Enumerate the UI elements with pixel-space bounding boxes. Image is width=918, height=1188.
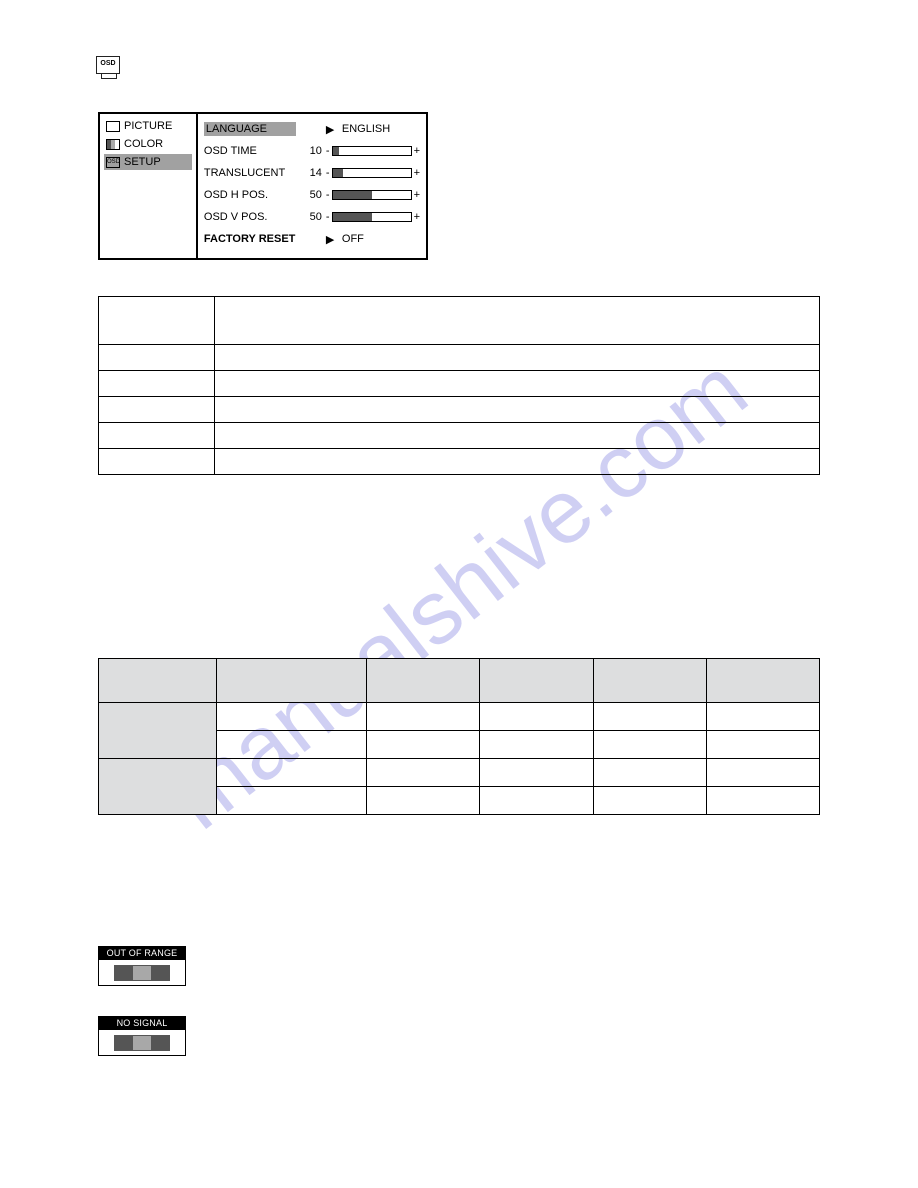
osd-left-label: PICTURE [124,120,172,132]
table-row [99,449,820,475]
status-box-body [98,960,186,986]
settings-table [98,296,820,475]
status-box-body [98,1030,186,1056]
table-row [99,345,820,371]
osd-menu-right-list: LANGUAGE ▶ ENGLISH OSD TIME 10 -+ TRANSL… [198,114,426,258]
osd-row-value: ENGLISH [342,123,390,135]
osd-slider[interactable]: -+ [326,145,420,157]
modes-table [98,658,820,815]
table-row [99,397,820,423]
osd-slider[interactable]: -+ [326,189,420,201]
osd-row-label: OSD H POS. [204,189,296,201]
osd-left-label: COLOR [124,138,163,150]
table-row [99,297,820,345]
setup-icon: OSD [106,157,120,168]
table-row [99,759,820,787]
osd-row-label: TRANSLUCENT [204,167,296,179]
status-box-title: NO SIGNAL [98,1016,186,1030]
picture-icon [106,121,120,132]
osd-left-item-picture[interactable]: PICTURE [104,118,192,134]
status-box-title: OUT OF RANGE [98,946,186,960]
osd-row-label: LANGUAGE [204,122,296,136]
osd-row-value: 50 [300,211,322,223]
status-box-no-signal: NO SIGNAL [98,1016,186,1056]
osd-row-value: 14 [300,167,322,179]
osd-row-translucent[interactable]: TRANSLUCENT 14 -+ [204,162,420,184]
osd-row-value: 10 [300,145,322,157]
table-row [99,703,820,731]
osd-icon: OSD [96,56,120,74]
osd-menu-left-list: PICTURE COLOR OSD SETUP [100,114,198,258]
osd-row-value: 50 [300,189,322,201]
status-box-out-of-range: OUT OF RANGE [98,946,186,986]
color-bars-icon [114,965,170,981]
color-icon [106,139,120,150]
triangle-right-icon: ▶ [326,123,338,136]
osd-row-label: FACTORY RESET [204,233,296,245]
osd-row-osd-time[interactable]: OSD TIME 10 -+ [204,140,420,162]
osd-left-label: SETUP [124,156,161,168]
osd-slider[interactable]: -+ [326,167,420,179]
table-row [99,371,820,397]
osd-row-osd-v-pos[interactable]: OSD V POS. 50 -+ [204,206,420,228]
triangle-right-icon: ▶ [326,233,338,246]
osd-row-value: OFF [342,233,364,245]
osd-row-language[interactable]: LANGUAGE ▶ ENGLISH [204,118,420,140]
osd-slider[interactable]: -+ [326,211,420,223]
osd-row-osd-h-pos[interactable]: OSD H POS. 50 -+ [204,184,420,206]
table-header-row [99,659,820,703]
osd-row-factory-reset[interactable]: FACTORY RESET ▶ OFF [204,228,420,250]
osd-row-label: OSD V POS. [204,211,296,223]
osd-left-item-setup[interactable]: OSD SETUP [104,154,192,170]
osd-row-label: OSD TIME [204,145,296,157]
color-bars-icon [114,1035,170,1051]
osd-left-item-color[interactable]: COLOR [104,136,192,152]
table-row [99,423,820,449]
osd-menu-panel: PICTURE COLOR OSD SETUP LANGUAGE ▶ ENGLI… [98,112,428,260]
